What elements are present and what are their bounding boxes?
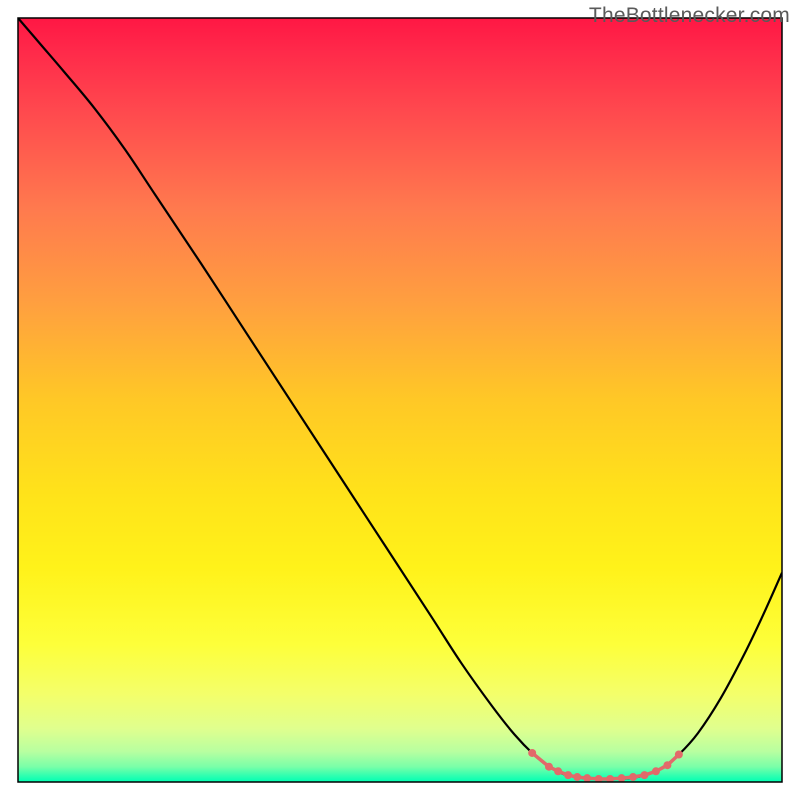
valley-marker-dot [640,771,648,779]
valley-marker-dot [663,761,671,769]
valley-marker-dot [564,771,572,779]
valley-marker-dot [629,773,637,781]
valley-marker-dot [554,767,562,775]
plot-background [18,18,782,782]
valley-marker-dot [528,749,536,757]
valley-marker-dot [652,767,660,775]
valley-marker-dot [675,751,683,759]
valley-marker-dot [618,774,626,782]
valley-marker-dot [583,774,591,782]
bottleneck-chart [0,0,800,800]
attribution-text: TheBottlenecker.com [589,4,790,28]
valley-marker-dot [573,773,581,781]
valley-marker-dot [545,763,553,771]
